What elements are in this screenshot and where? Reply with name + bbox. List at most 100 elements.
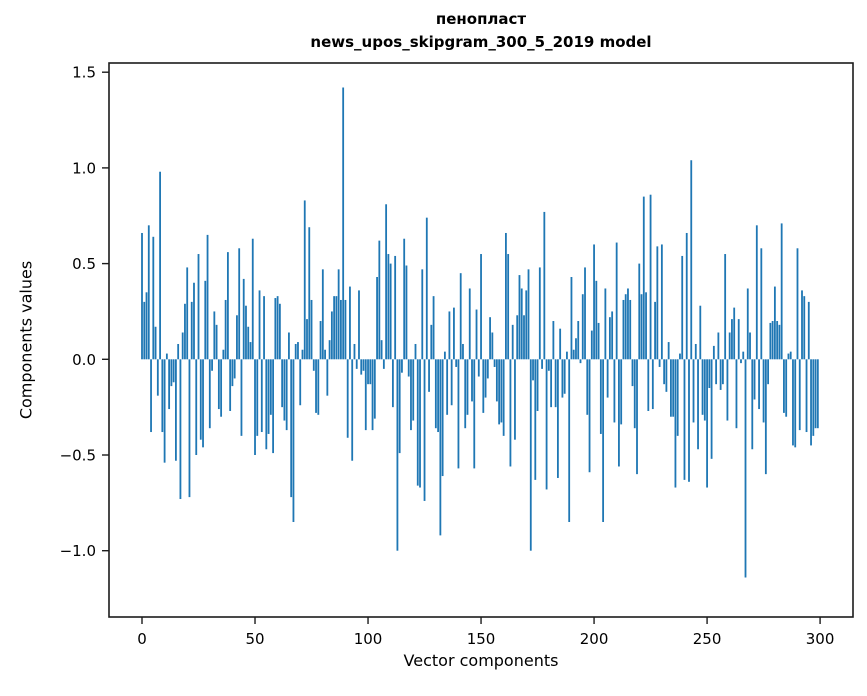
bar bbox=[231, 359, 234, 387]
bar bbox=[690, 160, 693, 360]
bar bbox=[541, 359, 543, 369]
bar bbox=[520, 288, 523, 360]
bar bbox=[432, 296, 435, 360]
bar bbox=[554, 359, 557, 408]
bar bbox=[563, 359, 566, 394]
bar bbox=[175, 359, 177, 461]
bar bbox=[439, 359, 442, 536]
bar bbox=[681, 255, 684, 360]
bar bbox=[382, 359, 385, 369]
bar bbox=[749, 332, 751, 360]
bar bbox=[595, 280, 598, 360]
y-tick-label: 0.0 bbox=[72, 351, 96, 369]
bar bbox=[441, 359, 444, 477]
bar bbox=[278, 303, 281, 360]
bar bbox=[213, 311, 216, 360]
bar bbox=[767, 359, 770, 385]
bar bbox=[568, 359, 571, 522]
bar bbox=[430, 324, 433, 360]
bar bbox=[561, 359, 564, 398]
bar bbox=[785, 359, 788, 417]
bar bbox=[240, 359, 243, 436]
bar bbox=[220, 359, 223, 417]
bar bbox=[378, 240, 381, 360]
bar bbox=[552, 321, 555, 360]
bar bbox=[416, 359, 419, 486]
bar bbox=[699, 305, 702, 360]
bar bbox=[719, 359, 722, 390]
bar bbox=[405, 265, 408, 360]
bar bbox=[330, 311, 333, 360]
bar bbox=[740, 359, 742, 364]
bar bbox=[403, 238, 406, 360]
bar bbox=[604, 288, 607, 360]
bar bbox=[450, 359, 453, 406]
bar bbox=[780, 223, 783, 360]
bar bbox=[389, 263, 392, 360]
bar bbox=[498, 359, 501, 425]
bar bbox=[448, 311, 451, 360]
bar bbox=[746, 288, 749, 360]
bar bbox=[353, 343, 356, 360]
bar bbox=[297, 342, 299, 360]
bar bbox=[622, 299, 625, 360]
bar bbox=[446, 359, 449, 415]
bar bbox=[807, 301, 810, 360]
bar bbox=[380, 340, 383, 360]
bar bbox=[608, 317, 611, 360]
bar bbox=[794, 359, 797, 448]
bar bbox=[751, 359, 754, 450]
bar bbox=[816, 359, 819, 429]
bar bbox=[184, 303, 186, 360]
bar bbox=[706, 359, 708, 488]
bar bbox=[663, 359, 666, 385]
chart-title-block: пенопласт news_upos_skipgram_300_5_2019 … bbox=[109, 8, 853, 54]
bar bbox=[145, 292, 148, 360]
bar bbox=[260, 359, 263, 433]
bar bbox=[778, 324, 781, 360]
bar bbox=[627, 288, 629, 360]
bar bbox=[715, 359, 718, 385]
bar bbox=[742, 351, 745, 360]
bar bbox=[505, 232, 507, 360]
bar bbox=[233, 359, 236, 379]
bar bbox=[281, 359, 284, 408]
bar bbox=[238, 248, 241, 360]
bar bbox=[150, 359, 152, 433]
bar bbox=[263, 296, 265, 360]
x-tick-label: 200 bbox=[580, 630, 609, 648]
bar bbox=[665, 359, 668, 392]
bar bbox=[783, 359, 785, 413]
bar bbox=[308, 227, 311, 360]
bar bbox=[468, 288, 471, 360]
bar bbox=[710, 359, 713, 459]
bar bbox=[577, 321, 580, 360]
bar bbox=[301, 349, 304, 360]
bar bbox=[688, 359, 690, 482]
bar bbox=[423, 359, 426, 501]
bar bbox=[154, 326, 157, 360]
bar bbox=[703, 359, 706, 421]
bar bbox=[792, 359, 794, 446]
bar bbox=[726, 359, 729, 421]
bar bbox=[288, 332, 290, 360]
bar bbox=[536, 359, 539, 411]
bar bbox=[358, 290, 360, 360]
bar bbox=[543, 211, 546, 360]
bar bbox=[177, 343, 180, 360]
bar bbox=[364, 359, 367, 431]
bar bbox=[575, 338, 577, 360]
bar bbox=[254, 359, 256, 455]
bar bbox=[692, 359, 695, 423]
bar bbox=[599, 359, 602, 434]
bar bbox=[407, 359, 410, 377]
bar bbox=[247, 326, 250, 360]
bar bbox=[640, 294, 643, 360]
bar bbox=[172, 359, 175, 383]
bar bbox=[165, 353, 168, 360]
bar bbox=[769, 322, 772, 360]
bar bbox=[360, 359, 363, 375]
bar bbox=[371, 359, 374, 431]
bar bbox=[509, 359, 512, 467]
